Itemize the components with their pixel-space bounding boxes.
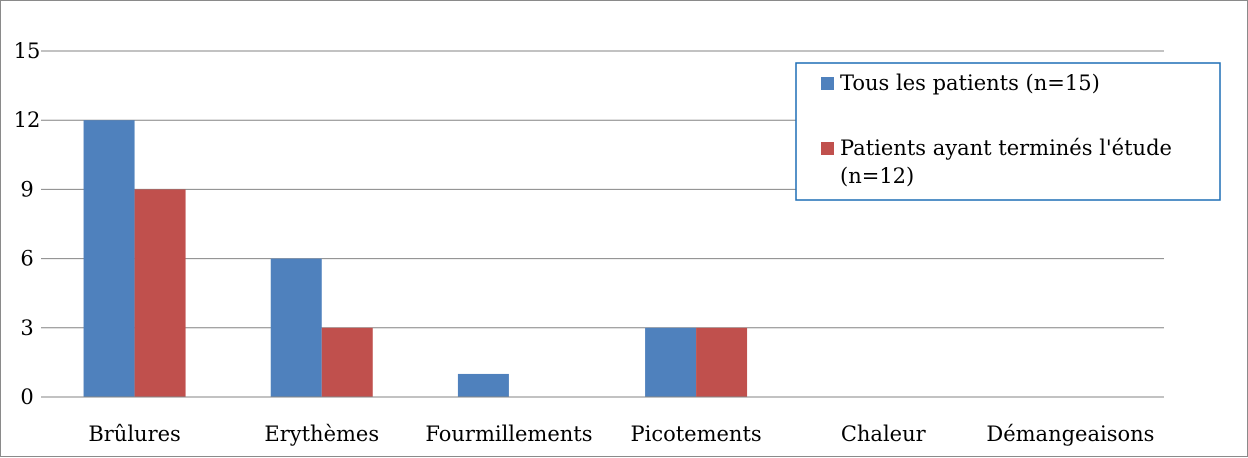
y-tick-label: 15 xyxy=(14,39,41,63)
bar-patients-termines-1 xyxy=(322,328,373,397)
y-tick-label: 6 xyxy=(20,247,33,271)
legend: Tous les patients (n=15)Patients ayant t… xyxy=(796,63,1220,200)
y-tick-label: 9 xyxy=(20,177,33,201)
bar-patients-termines-3 xyxy=(696,328,747,397)
y-tick-label: 0 xyxy=(20,385,33,409)
bar-tous-les-patients-2 xyxy=(458,374,509,397)
bar-tous-les-patients-1 xyxy=(271,259,322,397)
legend-swatch-patients-termines xyxy=(821,142,834,155)
x-axis-category-labels: Brûlures Erythèmes Fourmillements Picotemen… xyxy=(88,422,1154,446)
y-tick-label: 12 xyxy=(14,108,41,132)
legend-label-tous-les-patients: Tous les patients (n=15) xyxy=(840,71,1100,95)
bar-tous-les-patients-3 xyxy=(645,328,696,397)
bar-tous-les-patients-0 xyxy=(84,120,135,397)
y-tick-label: 3 xyxy=(20,316,33,340)
x-category-label: Erythèmes xyxy=(264,422,379,446)
x-category-label: Fourmillements xyxy=(425,422,592,446)
x-category-label: Brûlures xyxy=(88,422,180,446)
x-category-label: Démangeaisons xyxy=(986,422,1154,446)
x-category-label: Chaleur xyxy=(841,422,927,446)
bar-patients-termines-0 xyxy=(135,189,186,397)
y-axis-tick-labels: 0 3 6 9 12 15 xyxy=(14,39,41,409)
legend-swatch-tous-les-patients xyxy=(821,77,834,90)
x-category-label: Picotements xyxy=(630,422,761,446)
